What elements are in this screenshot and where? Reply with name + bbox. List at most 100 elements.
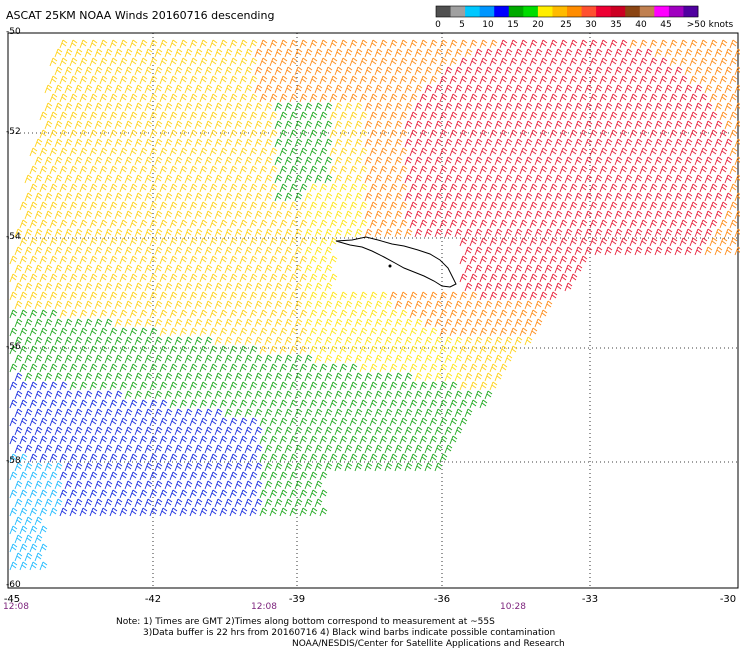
wind-barb [229, 309, 238, 319]
wind-barb [219, 147, 228, 157]
wind-barb [69, 147, 78, 157]
wind-barb [164, 372, 173, 382]
wind-barb [149, 507, 158, 517]
wind-barb [664, 156, 673, 166]
wind-barb [289, 129, 298, 139]
wind-barb [324, 318, 333, 328]
wind-barb [289, 435, 298, 445]
wind-barb [64, 390, 73, 400]
wind-barb [179, 93, 188, 103]
wind-barb [629, 219, 638, 229]
wind-barb [679, 57, 688, 67]
legend-swatch [508, 6, 524, 17]
wind-barb [629, 39, 638, 49]
wind-barb [539, 75, 548, 85]
wind-barb [359, 327, 368, 337]
wind-barb [734, 228, 740, 238]
wind-barb [194, 498, 203, 508]
wind-barb [729, 111, 738, 121]
wind-barb [709, 57, 718, 67]
wind-barb [474, 192, 483, 202]
wind-barb [134, 318, 143, 328]
wind-barb [589, 129, 598, 139]
wind-barb [304, 300, 313, 310]
wind-barb [129, 399, 138, 409]
wind-barb [334, 336, 343, 346]
wind-barb [144, 192, 153, 202]
wind-barb [234, 300, 243, 310]
wind-barb [129, 183, 138, 193]
wind-barb [394, 408, 403, 418]
wind-barb [129, 111, 138, 121]
wind-barb [299, 201, 308, 211]
wind-barb [454, 408, 463, 418]
wind-barb [399, 93, 408, 103]
wind-barb [274, 444, 283, 454]
wind-barb [629, 57, 638, 67]
wind-barb [289, 183, 298, 193]
wind-barb [474, 318, 483, 328]
wind-barb [404, 102, 413, 112]
wind-barb [279, 381, 288, 391]
wind-barb [314, 210, 323, 220]
wind-barb [69, 327, 78, 337]
wind-barb [309, 237, 318, 247]
wind-barb [259, 93, 268, 103]
wind-barb [654, 66, 663, 76]
wind-barb [179, 399, 188, 409]
wind-barb [279, 471, 288, 481]
wind-barb [434, 48, 443, 58]
wind-barb [309, 93, 318, 103]
wind-barb [589, 111, 598, 121]
wind-barb [474, 228, 483, 238]
wind-barb [274, 246, 283, 256]
wind-barb [614, 246, 623, 256]
wind-barb [74, 138, 83, 148]
wind-barb [454, 66, 463, 76]
wind-barb [54, 84, 63, 94]
wind-barb [514, 102, 523, 112]
wind-barb [259, 111, 268, 121]
wind-barb [114, 300, 123, 310]
y-tick-label: -52 [6, 127, 21, 137]
wind-barb [139, 39, 148, 49]
wind-barb [44, 444, 53, 454]
wind-barb [414, 444, 423, 454]
wind-barb [224, 102, 233, 112]
wind-barb [584, 84, 593, 94]
wind-barb [594, 138, 603, 148]
wind-barb [294, 282, 303, 292]
wind-barb [454, 372, 463, 382]
wind-barb [419, 381, 428, 391]
wind-barb [514, 318, 523, 328]
wind-barb [134, 120, 143, 130]
x-tick-label: -45 [3, 594, 21, 605]
wind-barb [344, 210, 353, 220]
wind-barb [159, 57, 168, 67]
wind-barb [409, 165, 418, 175]
wind-barb [429, 363, 438, 373]
wind-barb [609, 39, 618, 49]
wind-barb [74, 480, 83, 490]
wind-barb [404, 48, 413, 58]
wind-barb [104, 372, 113, 382]
wind-barb [384, 318, 393, 328]
wind-barb [64, 174, 73, 184]
wind-barb [524, 228, 533, 238]
wind-barb [674, 66, 683, 76]
wind-barb [69, 219, 78, 229]
wind-barb [94, 66, 103, 76]
wind-barb [34, 390, 43, 400]
wind-barb [544, 138, 553, 148]
legend-swatch [610, 6, 626, 17]
wind-barb [94, 138, 103, 148]
wind-barb [149, 93, 158, 103]
wind-barb [99, 435, 108, 445]
wind-barb [344, 48, 353, 58]
wind-barb [144, 354, 153, 364]
wind-barb [399, 363, 408, 373]
wind-barb [169, 39, 178, 49]
wind-barb [84, 138, 93, 148]
wind-barb [149, 201, 158, 211]
wind-barb [159, 435, 168, 445]
